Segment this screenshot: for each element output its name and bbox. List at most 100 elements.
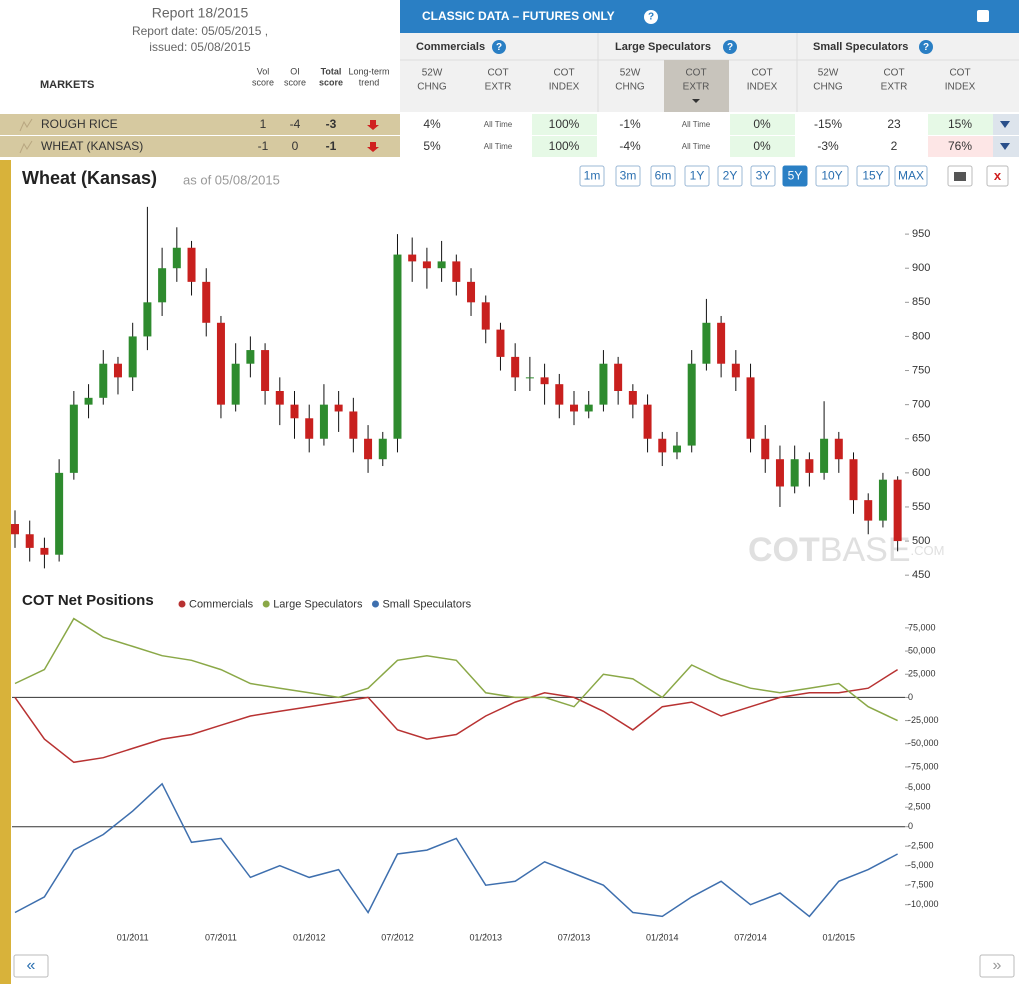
range-button[interactable] <box>615 165 641 187</box>
candle-body <box>408 254 417 262</box>
sub-header: CHNG <box>417 82 447 93</box>
cell-value: -15% <box>814 117 842 131</box>
watermark-c: .COM <box>911 543 945 558</box>
range-button[interactable] <box>782 165 808 187</box>
x-tick-label: 01/2013 <box>469 932 502 942</box>
cell-value: 0% <box>753 139 771 153</box>
range-button[interactable] <box>684 165 710 187</box>
cot-title: COT Net Positions <box>22 592 154 609</box>
range-label: 2Y <box>723 169 738 183</box>
y-tick-label: -7,500 <box>908 880 934 890</box>
help-icon[interactable] <box>644 10 658 24</box>
close-button[interactable] <box>986 165 1009 187</box>
candle-body <box>216 322 225 405</box>
candle-body <box>319 404 328 439</box>
y-tick-label: -2,500 <box>908 841 934 851</box>
y-tick-label: -5,000 <box>908 860 934 870</box>
sub-header: EXTR <box>881 82 908 93</box>
legend-swatch <box>371 600 379 608</box>
sub-header: COT <box>553 68 574 79</box>
y-tick-label: 900 <box>912 262 930 274</box>
range-button[interactable] <box>894 165 928 187</box>
chart-title: Wheat (Kansas) <box>22 168 157 188</box>
candle-body <box>246 350 255 364</box>
candle-body <box>511 356 520 378</box>
candle-body <box>172 247 181 269</box>
series-line <box>14 668 899 764</box>
range-button[interactable] <box>717 165 743 187</box>
cell-value: All Time <box>682 120 711 129</box>
candle-body <box>378 438 387 460</box>
candle-body <box>99 363 108 398</box>
help-icon[interactable] <box>492 40 506 54</box>
candle-body <box>305 418 314 439</box>
x-tick-label: 07/2011 <box>205 932 237 942</box>
cell-value: -3% <box>817 139 839 153</box>
x-tick-label: 07/2012 <box>381 932 414 942</box>
range-button[interactable] <box>815 165 849 187</box>
candle-body <box>84 397 93 405</box>
prev-button[interactable] <box>13 954 49 978</box>
cell-value: 5% <box>423 139 441 153</box>
candle-body <box>761 438 770 460</box>
sub-header: 52W <box>818 68 839 79</box>
candle-body <box>555 384 564 405</box>
legend-swatch <box>262 600 270 608</box>
candle-body <box>55 472 64 555</box>
y-tick-label: 850 <box>912 296 930 308</box>
y-tick-label: -50,000 <box>908 738 939 748</box>
next-glyph: » <box>993 957 1002 974</box>
candle-body <box>805 459 814 473</box>
trend-arrow <box>367 142 379 152</box>
y-tick-label: 800 <box>912 330 930 342</box>
sub-header: COT <box>487 68 508 79</box>
candle-body <box>69 404 78 473</box>
sub-header: 52W <box>422 68 443 79</box>
candle-body <box>525 377 534 379</box>
report-date: Report date: 05/05/2015 , <box>132 24 268 38</box>
sort-highlight[interactable] <box>664 60 729 112</box>
watermark-a: COT <box>748 531 820 569</box>
candle-body <box>349 411 358 439</box>
candle-body <box>334 404 343 412</box>
candle-body <box>614 363 623 391</box>
range-button[interactable] <box>650 165 676 187</box>
candle-body <box>25 534 34 548</box>
y-tick-label: 450 <box>912 569 930 581</box>
market-name[interactable]: WHEAT (KANSAS) <box>41 139 143 153</box>
legend-swatch <box>178 600 186 608</box>
sub-header: CHNG <box>615 82 645 93</box>
candle-body <box>643 404 652 439</box>
sub-header: CHNG <box>813 82 843 93</box>
sub-header: COT <box>685 68 706 79</box>
candle-body <box>202 281 211 323</box>
candle-body <box>834 438 843 460</box>
range-button[interactable] <box>579 165 605 187</box>
print-icon[interactable] <box>977 10 989 22</box>
help-mark: ? <box>648 12 654 23</box>
y-tick-label: 700 <box>912 399 930 411</box>
candle-body <box>496 329 505 357</box>
next-button[interactable] <box>979 954 1015 978</box>
candle-body <box>540 377 549 385</box>
candle-body <box>11 524 19 535</box>
range-button[interactable] <box>750 165 776 187</box>
y-tick-label: -75,000 <box>908 761 939 771</box>
candle-body <box>422 261 431 269</box>
legend-label[interactable]: Commercials <box>189 598 254 610</box>
help-icon[interactable] <box>723 40 737 54</box>
expand-arrow <box>1000 143 1010 150</box>
legend-label[interactable]: Large Speculators <box>273 598 363 610</box>
y-tick-label: 25,000 <box>908 669 936 679</box>
range-button[interactable] <box>856 165 890 187</box>
help-icon[interactable] <box>919 40 933 54</box>
group-header: Small Speculators <box>813 41 908 53</box>
market-name[interactable]: ROUGH RICE <box>41 117 118 131</box>
sub-header: INDEX <box>549 82 580 93</box>
candle-body <box>261 350 270 391</box>
row-left <box>0 136 400 157</box>
x-tick-label: 01/2015 <box>823 932 856 942</box>
legend-label[interactable]: Small Speculators <box>382 598 471 610</box>
report-issued: issued: 05/08/2015 <box>149 40 251 54</box>
